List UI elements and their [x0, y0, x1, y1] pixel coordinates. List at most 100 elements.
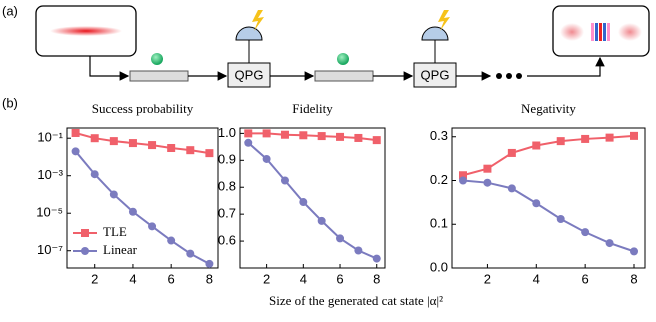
x-tick-label: 8 [630, 271, 637, 286]
series-line [462, 179, 635, 253]
chart-title: Success probability [92, 101, 194, 116]
marker [299, 131, 308, 140]
x-tick-label: 2 [263, 271, 270, 286]
marker [556, 137, 565, 146]
x-tick-label: 8 [373, 271, 380, 286]
x-tick-label: 4 [533, 271, 540, 286]
marker [244, 138, 253, 147]
plot-frame [451, 127, 646, 269]
y-tick-label: 10⁻⁵ [36, 205, 63, 220]
marker [205, 149, 214, 158]
qpg-box [227, 62, 271, 88]
legend-marker [81, 247, 89, 255]
marker [354, 246, 363, 255]
marker [71, 147, 80, 156]
marker [483, 178, 492, 187]
x-tick-label: 4 [300, 271, 307, 286]
marker [354, 133, 363, 142]
marker [280, 130, 289, 139]
marker [317, 132, 326, 141]
marker [109, 190, 118, 199]
y-tick-label: 0.8 [218, 179, 236, 194]
marker [148, 141, 157, 150]
marker [630, 131, 639, 140]
marker [605, 239, 614, 248]
x-tick-label: 2 [484, 271, 491, 286]
marker [507, 184, 516, 193]
legend-label: TLE [103, 224, 127, 239]
marker [186, 249, 195, 258]
marker [336, 132, 345, 141]
legend-marker [81, 229, 89, 237]
y-tick-label: 10⁻³ [37, 167, 63, 182]
marker [128, 139, 137, 148]
marker [299, 198, 308, 207]
y-tick-label: 0.3 [430, 128, 448, 143]
marker [262, 154, 271, 163]
y-tick-label: 0.0 [430, 259, 448, 274]
marker [167, 236, 176, 245]
qpg-label: QPG [421, 67, 450, 82]
x-tick-label: 2 [91, 271, 98, 286]
arrow [527, 56, 605, 77]
panel-label: (a) [2, 3, 18, 18]
marker [262, 129, 271, 138]
marker [128, 207, 137, 216]
fringe [618, 23, 642, 41]
flash [438, 10, 450, 31]
marker [532, 141, 541, 150]
x-tick-label: 6 [582, 271, 589, 286]
plot-frame [66, 127, 219, 269]
x-tick-label: 6 [168, 271, 175, 286]
marker [280, 176, 289, 185]
marker [186, 146, 195, 155]
y-tick-label: 0.1 [430, 216, 448, 231]
marker [507, 148, 516, 157]
marker [336, 234, 345, 243]
marker [372, 136, 381, 145]
qpg-box [413, 62, 457, 88]
marker [372, 254, 381, 263]
marker [532, 199, 541, 208]
marker [483, 164, 492, 173]
marker [109, 137, 118, 146]
marker [581, 228, 590, 237]
series-line [462, 134, 635, 177]
marker [605, 133, 614, 142]
photon [151, 53, 163, 65]
x-axis-label: Size of the generated cat state |α|² [269, 293, 443, 308]
y-tick-label: 1.0 [218, 125, 236, 140]
interference [591, 23, 610, 41]
legend-label: Linear [103, 242, 138, 257]
y-tick-label: 0.6 [218, 233, 236, 248]
marker [458, 176, 467, 185]
y-tick-label: 0.7 [218, 206, 236, 221]
qpg-label: QPG [235, 67, 264, 82]
x-tick-label: 8 [206, 271, 213, 286]
marker [205, 259, 214, 268]
marker [630, 247, 639, 256]
crystal [129, 70, 189, 82]
chart-title: Fidelity [292, 101, 333, 116]
marker [317, 216, 326, 225]
marker [244, 129, 253, 138]
detector [421, 26, 449, 41]
x-tick-label: 6 [336, 271, 343, 286]
flash [252, 10, 264, 31]
marker [90, 134, 99, 143]
y-tick-label: 10⁻¹ [37, 130, 63, 145]
fringe [560, 23, 584, 41]
marker [167, 144, 176, 153]
y-tick-label: 0.2 [430, 172, 448, 187]
arrow [89, 56, 130, 81]
panel-label: (b) [2, 95, 18, 110]
chart-title: Negativity [521, 101, 576, 116]
marker [90, 170, 99, 179]
marker [556, 215, 565, 223]
marker [458, 171, 467, 180]
y-tick-label: 10⁻⁷ [37, 242, 63, 257]
photon [337, 53, 349, 65]
y-tick-label: 0.9 [218, 152, 236, 167]
